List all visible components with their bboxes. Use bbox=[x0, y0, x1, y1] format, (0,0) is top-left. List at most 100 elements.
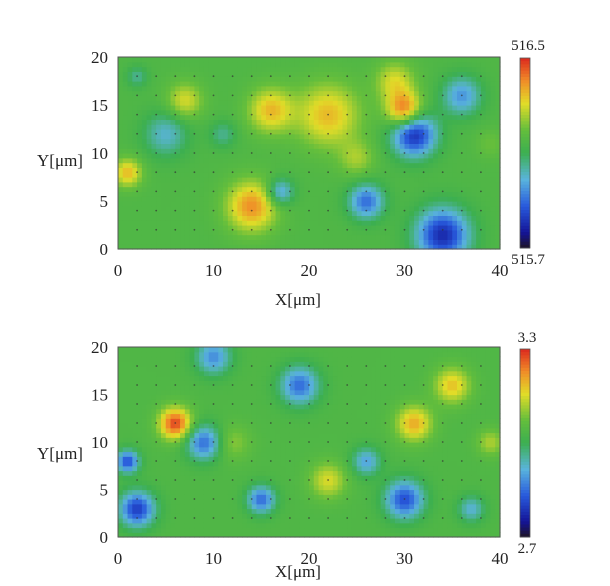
heatmap-cell bbox=[199, 375, 205, 381]
heatmap-cell bbox=[141, 418, 148, 424]
heatmap-cell bbox=[165, 210, 172, 216]
heatmap-cell bbox=[122, 418, 129, 424]
heatmap-cell bbox=[227, 366, 234, 372]
heatmap-cell bbox=[132, 446, 138, 453]
heatmap-cell bbox=[476, 66, 482, 72]
heatmap-cell bbox=[122, 129, 129, 135]
heatmap-cell bbox=[180, 518, 186, 524]
heatmap-cell bbox=[371, 234, 377, 240]
heatmap-cell bbox=[170, 489, 176, 495]
colorbar-segment bbox=[520, 241, 530, 246]
heatmap-cell bbox=[275, 508, 281, 514]
heatmap-cell bbox=[457, 109, 463, 116]
heatmap-cell bbox=[485, 76, 492, 82]
heatmap-cell bbox=[227, 518, 234, 524]
heatmap-cell bbox=[251, 484, 258, 491]
heatmap-cell bbox=[165, 423, 172, 429]
heatmap-cell bbox=[423, 172, 429, 178]
heatmap-cell bbox=[280, 234, 286, 240]
heatmap-cell bbox=[476, 100, 482, 106]
heatmap-cell bbox=[375, 148, 382, 154]
heatmap-cell bbox=[227, 109, 234, 116]
heatmap-cell bbox=[180, 508, 186, 514]
heatmap-cell bbox=[232, 167, 238, 173]
heatmap-cell bbox=[151, 181, 157, 188]
heatmap-cell bbox=[203, 446, 210, 453]
heatmap-cell bbox=[141, 100, 148, 106]
heatmap-cell bbox=[480, 234, 487, 240]
heatmap-cell bbox=[423, 76, 429, 82]
heatmap-cell bbox=[251, 522, 258, 529]
heatmap-cell bbox=[246, 399, 253, 405]
heatmap-cell bbox=[280, 418, 286, 424]
heatmap-cell bbox=[208, 532, 215, 538]
heatmap-cell bbox=[428, 239, 434, 245]
colorbar-segment bbox=[520, 206, 530, 211]
heatmap-cell bbox=[203, 138, 210, 144]
heatmap-cell bbox=[246, 81, 253, 87]
heatmap-cell bbox=[414, 153, 420, 159]
heatmap-cell bbox=[189, 522, 196, 529]
heatmap-cell bbox=[199, 418, 205, 424]
heatmap-cell bbox=[390, 239, 396, 245]
heatmap-cell bbox=[347, 138, 353, 144]
heatmap-cell bbox=[318, 181, 324, 188]
heatmap-cell bbox=[495, 225, 501, 231]
heatmap-cell bbox=[227, 114, 234, 120]
heatmap-cell bbox=[318, 162, 324, 168]
heatmap-cell bbox=[404, 129, 410, 135]
heatmap-cell bbox=[122, 461, 129, 467]
heatmap-cell bbox=[266, 427, 272, 434]
heatmap-cell bbox=[170, 437, 176, 443]
heatmap-cell bbox=[232, 423, 238, 429]
heatmap-cell bbox=[299, 532, 305, 538]
heatmap-cell bbox=[404, 186, 410, 192]
heatmap-cell bbox=[180, 100, 186, 106]
heatmap-cell bbox=[213, 148, 219, 154]
heatmap-cell bbox=[304, 239, 310, 245]
heatmap-cell bbox=[242, 475, 248, 481]
heatmap-cell bbox=[476, 177, 482, 183]
heatmap-cell bbox=[137, 351, 143, 358]
heatmap-cell bbox=[156, 162, 162, 168]
heatmap-cell bbox=[175, 201, 181, 207]
heatmap-cell bbox=[213, 527, 219, 533]
heatmap-cell bbox=[242, 57, 248, 63]
heatmap-cell bbox=[218, 105, 224, 111]
heatmap-cell bbox=[127, 389, 133, 396]
heatmap-cell bbox=[480, 109, 487, 116]
heatmap-cell bbox=[223, 370, 229, 377]
heatmap-cell bbox=[232, 432, 238, 438]
heatmap-cell bbox=[351, 61, 358, 68]
heatmap-cell bbox=[208, 347, 215, 353]
heatmap-cell bbox=[175, 389, 181, 396]
heatmap-cell bbox=[223, 442, 229, 448]
heatmap-cell bbox=[208, 71, 215, 77]
heatmap-cell bbox=[476, 105, 482, 111]
heatmap-cell bbox=[452, 172, 458, 178]
heatmap-cell bbox=[194, 129, 200, 135]
heatmap-cell bbox=[447, 90, 453, 96]
colorbar-segment bbox=[520, 121, 530, 125]
heatmap-cell bbox=[418, 143, 425, 149]
heatmap-cell bbox=[299, 71, 305, 77]
grid-point bbox=[441, 75, 444, 78]
heatmap-cell bbox=[266, 508, 272, 514]
heatmap-cell bbox=[151, 71, 157, 77]
heatmap-cell bbox=[180, 220, 186, 226]
heatmap-cell bbox=[471, 162, 477, 168]
heatmap-cell bbox=[213, 370, 219, 377]
heatmap-cell bbox=[390, 157, 396, 164]
heatmap-cell bbox=[180, 351, 186, 358]
heatmap-cell bbox=[213, 105, 219, 111]
heatmap-cell bbox=[132, 484, 138, 491]
heatmap-cell bbox=[323, 71, 329, 77]
heatmap-cell bbox=[309, 119, 315, 125]
heatmap-cell bbox=[203, 522, 210, 529]
grid-point bbox=[346, 171, 349, 174]
grid-point bbox=[403, 94, 406, 97]
heatmap-cell bbox=[127, 162, 133, 168]
heatmap-cell bbox=[476, 85, 482, 92]
heatmap-cell bbox=[223, 366, 229, 372]
heatmap-cell bbox=[347, 133, 353, 140]
